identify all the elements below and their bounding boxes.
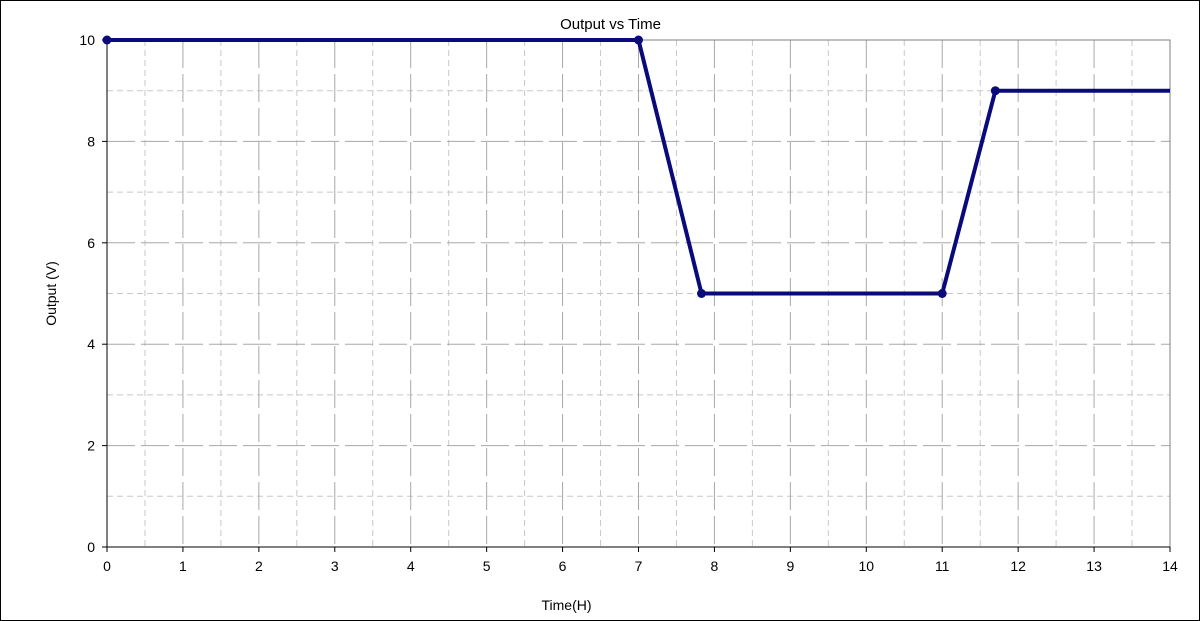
x-tick-label: 10: [858, 558, 874, 574]
x-tick-label: 3: [331, 558, 339, 574]
series: [102, 35, 1170, 298]
axes: [102, 39, 1171, 552]
x-tick-label: 9: [786, 558, 794, 574]
y-tick-label: 4: [87, 336, 95, 352]
grid: [107, 40, 1170, 547]
chart-title: Output vs Time: [560, 16, 661, 33]
data-point: [634, 35, 643, 45]
x-tick-label: 0: [103, 558, 111, 574]
series-line: [107, 38, 1170, 296]
x-tick-label: 11: [935, 558, 950, 574]
data-point: [697, 289, 707, 298]
y-tick-label: 0: [87, 539, 95, 555]
x-tick-label: 5: [483, 558, 491, 574]
x-axis-label: Time(H): [541, 597, 591, 613]
x-tick-label: 4: [407, 558, 415, 574]
data-point: [937, 289, 947, 298]
x-tick-label: 2: [255, 558, 263, 574]
data-point: [102, 35, 112, 45]
x-tick-label: 6: [559, 558, 567, 574]
y-tick-label: 2: [87, 438, 95, 454]
x-tick-label: 12: [1010, 558, 1026, 574]
x-tick-label: 8: [711, 558, 719, 574]
y-tick-label: 6: [87, 235, 95, 251]
x-tick-label: 1: [179, 558, 187, 574]
x-tick-label: 7: [635, 558, 643, 574]
x-tick-label: 14: [1162, 558, 1178, 574]
y-tick-label: 8: [87, 133, 95, 149]
x-tick-label: 13: [1086, 558, 1102, 574]
y-axis-label: Output (V): [43, 261, 59, 326]
y-tick-label: 10: [79, 32, 95, 48]
data-point: [990, 86, 1000, 96]
